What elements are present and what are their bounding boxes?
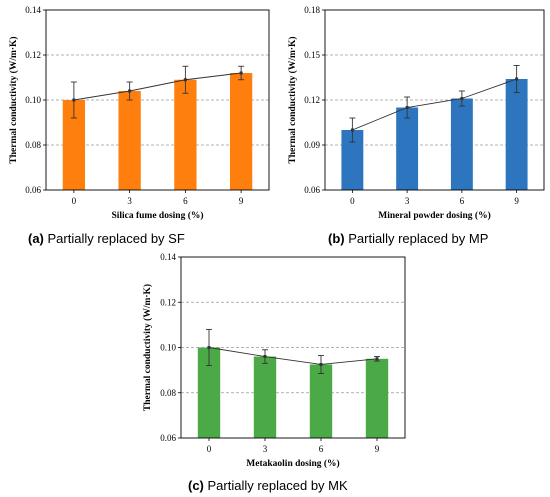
trend-line [352,78,517,131]
y-tick-label: 0.06 [25,185,41,195]
caption-c-letter: (c) [188,478,204,493]
y-tick-label: 0.15 [304,50,320,60]
bar [341,130,364,190]
caption-a-text: Partially replaced by SF [44,231,185,246]
y-tick-label: 0.12 [160,297,176,307]
trend-line [73,72,242,101]
caption-a: (a) Partially replaced by SF [28,231,185,246]
data-point [72,98,76,102]
bar [309,364,333,438]
data-point [263,355,267,359]
x-tick-label: 3 [405,196,410,206]
chart-panel-a: 0.06 0.08 0.10 0.12 0.14 0 3 6 9 Silica fume dosi… [8,5,270,221]
plot-frame [45,9,270,191]
bar [450,98,473,190]
y-tick-label: 0.08 [25,140,41,150]
caption-c: (c) Partially replaced by MK [188,478,348,493]
chart-panel-b: 0.06 0.09 0.12 0.15 0.18 0 3 6 9 Mineral powder d… [287,5,545,221]
data-point [319,362,323,366]
y-tick-label: 0.18 [304,5,320,15]
y-tick-label: 0.09 [304,140,320,150]
y-tick-label: 0.14 [160,252,176,262]
y-tick-label: 0.08 [160,388,176,398]
bar [365,358,389,438]
data-point [128,89,132,93]
data-point [207,346,211,349]
plot-frame [180,256,406,439]
y-tick-label: 0.12 [304,95,320,105]
data-point [515,77,519,81]
data-point [375,357,379,361]
bar [396,107,419,190]
data-point [405,106,409,109]
y-axis-title: Thermal conductivity (W/m·K) [8,36,19,163]
data-point [183,78,187,82]
bar [505,79,528,190]
data-point [460,97,464,100]
bar [253,356,277,438]
y-axis-title: Thermal conductivity (W/m·K) [142,284,153,411]
y-tick-label: 0.10 [25,95,41,105]
bar [197,347,221,438]
y-tick-label: 0.10 [160,343,176,353]
plot-frame [324,9,545,191]
y-axis-title: Thermal conductivity (W/m·K) [287,36,298,163]
bar [229,73,253,190]
y-tick-label: 0.14 [25,5,41,15]
x-axis-title: Silica fume dosing (%) [111,210,203,221]
caption-b: (b) Partially replaced by MP [328,231,488,246]
caption-c-text: Partially replaced by MK [204,478,348,493]
caption-a-letter: (a) [28,231,44,246]
chart-panel-c: 0.06 0.08 0.10 0.12 0.14 0 3 6 9 Metakaolin dosin… [142,252,406,469]
caption-b-letter: (b) [328,231,345,246]
caption-b-text: Partially replaced by MP [345,231,489,246]
x-tick-label: 0 [207,444,212,454]
trend-line [208,347,378,365]
bar [174,79,197,190]
x-tick-label: 6 [183,196,188,206]
x-axis-title: Mineral powder dosing (%) [378,210,491,221]
x-tick-label: 3 [263,444,268,454]
y-tick-label: 0.06 [160,433,176,443]
data-point [350,128,354,132]
data-point [239,71,243,75]
y-tick-label: 0.12 [25,50,41,60]
bar [62,100,86,190]
x-tick-label: 0 [72,196,77,206]
x-axis-title: Metakaolin dosing (%) [246,458,339,469]
x-tick-label: 9 [375,444,380,454]
y-tick-label: 0.06 [304,185,320,195]
x-tick-label: 3 [127,196,132,206]
bar [118,91,141,190]
x-tick-label: 6 [460,196,465,206]
x-tick-label: 0 [350,196,355,206]
x-tick-label: 9 [514,196,519,206]
x-tick-label: 9 [239,196,244,206]
x-tick-label: 6 [319,444,324,454]
